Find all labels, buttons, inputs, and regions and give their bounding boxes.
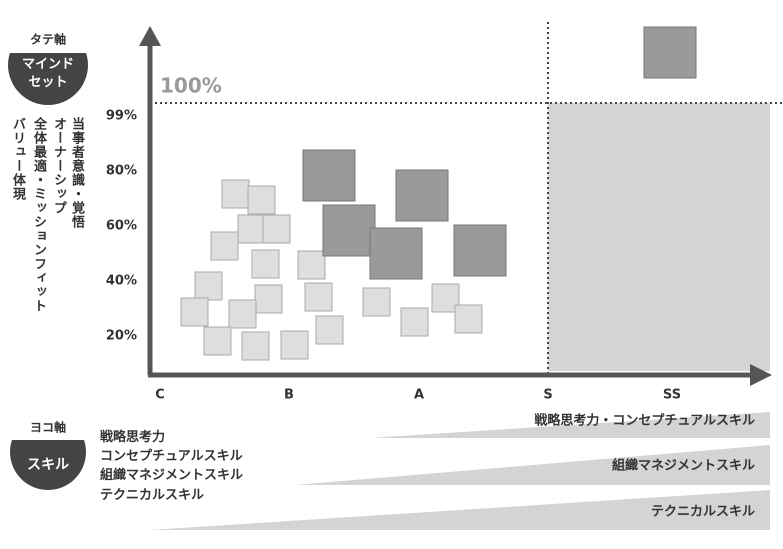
badge: ヨコ軸 スキル — [10, 403, 86, 490]
person-small — [251, 249, 280, 279]
x-arrow — [750, 364, 772, 386]
wedge — [150, 490, 770, 530]
y-tick-label: 80% — [106, 164, 137, 179]
top-label: 100% — [160, 74, 222, 98]
wedge-label: 戦略思考力・コンセプチュアルスキル — [534, 413, 755, 429]
y-tick-label: 99% — [106, 109, 137, 124]
h-item: 組織マネジメントスキル — [100, 468, 244, 483]
ss-zone — [548, 103, 770, 371]
person-small — [247, 185, 276, 215]
wedge-label: テクニカルスキル — [651, 505, 755, 520]
x-tick-label: SS — [663, 388, 681, 403]
person-small — [237, 214, 266, 244]
person-small — [241, 331, 270, 361]
y-tick-label: 60% — [106, 219, 137, 234]
person-small — [400, 307, 429, 337]
h-item: テクニカルスキル — [100, 488, 205, 503]
person-small — [228, 299, 257, 329]
person-small — [262, 214, 291, 244]
y-arrow — [139, 26, 161, 46]
squares — [180, 26, 697, 361]
y-tick-label: 20% — [106, 329, 137, 344]
x-tick-label: B — [284, 388, 294, 403]
person-small — [194, 271, 223, 301]
person-small — [221, 179, 250, 209]
badge-top: ヨコ軸 — [30, 420, 66, 435]
v-item: 全体最適・ミッションフィット — [31, 117, 46, 313]
wedge-label: 組織マネジメントスキル — [612, 458, 755, 474]
y-tick-label: 40% — [106, 274, 137, 289]
x-tick-label: A — [414, 388, 424, 403]
person-large — [395, 169, 449, 222]
h-item: コンセプチュアルスキル — [100, 449, 243, 464]
x-tick-label: S — [543, 388, 552, 403]
x-tick-label: C — [155, 388, 165, 403]
person-small — [454, 304, 483, 334]
badge-top: タテ軸 — [30, 32, 66, 47]
wedge — [295, 445, 770, 485]
v-item: 当事者意識・覚悟 — [69, 117, 84, 229]
person-small — [180, 297, 209, 327]
person-small — [280, 330, 309, 360]
badge: タテ軸 マインドセット — [8, 15, 88, 105]
person-small — [203, 326, 232, 356]
v-item: オーナーシップ — [51, 117, 66, 215]
badge-bottom: スキル — [27, 457, 69, 473]
h-item: 戦略思考力 — [100, 430, 166, 445]
person-large — [302, 149, 356, 202]
person-small — [210, 231, 239, 261]
person-small — [362, 287, 391, 317]
v-item: バリュー体現 — [10, 117, 25, 201]
person-large — [643, 26, 697, 79]
person-small — [304, 282, 333, 312]
person-large — [369, 227, 423, 280]
person-small — [254, 284, 283, 314]
person-large — [453, 224, 507, 277]
person-small — [297, 250, 326, 280]
person-small — [315, 315, 344, 345]
person-large — [322, 204, 376, 257]
badge-bottom: マインドセット — [22, 57, 74, 90]
wedge — [370, 412, 770, 438]
